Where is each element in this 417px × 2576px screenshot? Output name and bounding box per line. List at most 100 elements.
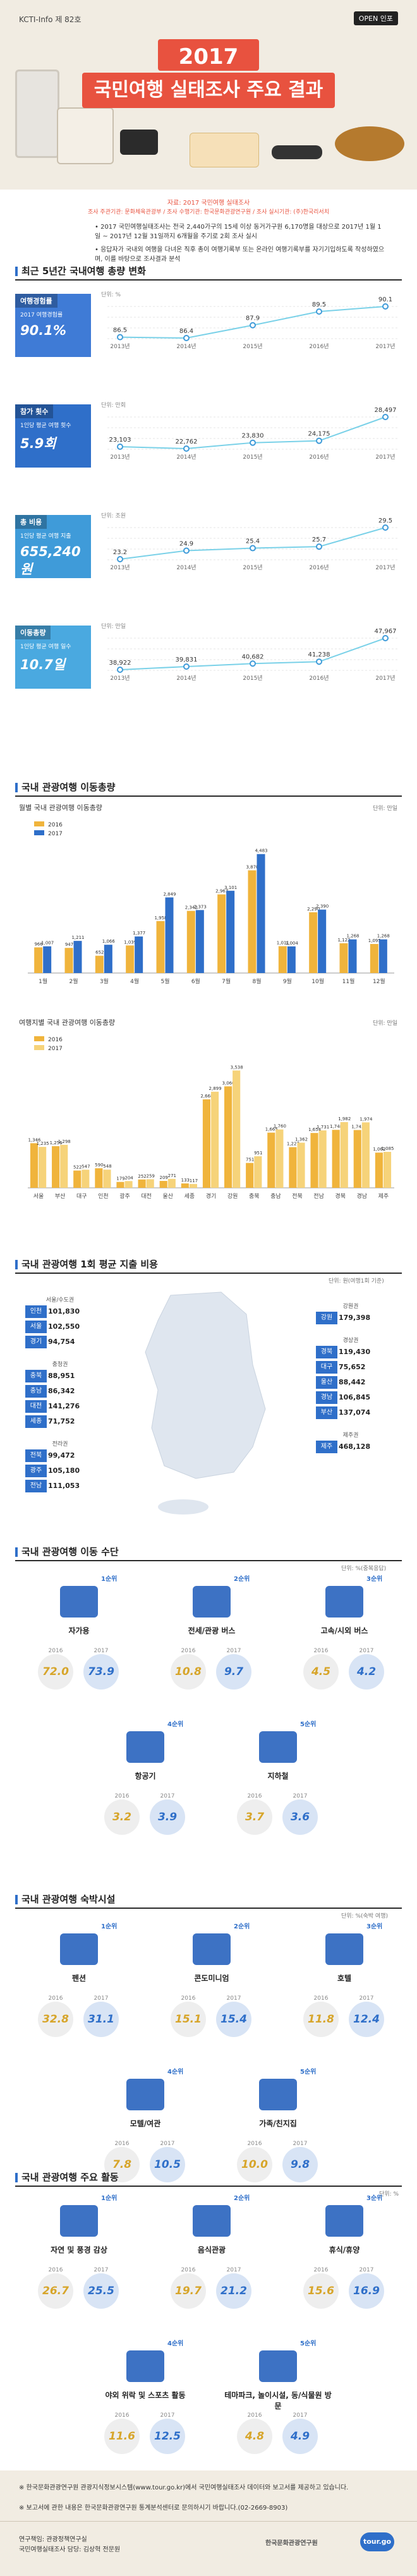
ranked-card: 5순위 가족/친지집 2016 2017 10.0 9.8 xyxy=(224,2066,332,2205)
bar xyxy=(156,921,165,973)
ghost-2017 xyxy=(349,2002,384,2037)
section4-title: 국내 관광여행 이동 수단 xyxy=(15,1545,119,1558)
item-icon xyxy=(126,1731,164,1763)
ghost-2016 xyxy=(303,1654,339,1690)
category-label: 8월 xyxy=(252,977,261,985)
bar-value-label: 966 xyxy=(34,941,43,946)
region-label: 강원권 xyxy=(342,1303,359,1310)
bar xyxy=(165,897,174,973)
bar xyxy=(332,1130,340,1188)
item-icon xyxy=(60,1586,98,1618)
bar-value-label: 117 xyxy=(190,1178,198,1183)
year-2017: 2017 xyxy=(226,1995,241,2002)
value-2017: 73.9 xyxy=(88,1666,114,1678)
category-label: 경남 xyxy=(357,1192,368,1200)
bar xyxy=(103,1170,111,1188)
kpi-unit: 단위: % xyxy=(101,291,121,298)
region-value: 119,430 xyxy=(339,1348,371,1356)
year-2017: 2017 xyxy=(359,1648,374,1654)
bar-value-label: 271 xyxy=(168,1173,176,1178)
bar xyxy=(73,941,82,973)
kpi-year-label: 2014년 xyxy=(176,675,196,682)
year-2017: 2017 xyxy=(293,2141,308,2147)
category-label: 부산 xyxy=(55,1193,66,1200)
bar xyxy=(82,1170,90,1188)
year-2016: 2016 xyxy=(313,1995,329,2002)
kpi-point-label: 89.5 xyxy=(312,301,326,308)
rank-label: 3순위 xyxy=(366,2195,383,2202)
kpi-card: 참가 횟수 1인당 평균 여행 횟수 5.9회 xyxy=(15,404,91,468)
monthly-chart-title: 월별 국내 관광여행 이동총량 xyxy=(19,804,102,812)
kpi-point-label: 25.4 xyxy=(246,538,260,545)
ranked-card: 4순위 야외 위락 및 스포츠 활동 2016 2017 11.6 12.5 xyxy=(92,2338,199,2477)
value-2017: 4.9 xyxy=(290,2430,310,2443)
ghost-2016 xyxy=(171,2002,206,2037)
rank-label: 5순위 xyxy=(300,2340,317,2347)
item-name: 자연 및 풍경 감상 xyxy=(51,2246,107,2254)
legend-swatch xyxy=(34,830,44,835)
ghost-2017 xyxy=(282,2147,318,2182)
bar-value-label: 1,062 xyxy=(373,1147,385,1152)
category-label: 4월 xyxy=(130,977,139,985)
kpi-sub: 2017 여행경험률 xyxy=(20,312,63,318)
category-label: 대전 xyxy=(141,1193,152,1200)
item-name: 고속/시외 버스 xyxy=(320,1626,368,1635)
category-label: 광주 xyxy=(119,1192,130,1200)
bar-value-label: 4,483 xyxy=(255,849,267,854)
year-2017: 2017 xyxy=(293,1793,308,1799)
value-2017: 12.4 xyxy=(353,2013,380,2026)
bar xyxy=(278,946,287,973)
kpi-label: 참가 횟수 xyxy=(15,404,54,418)
year-2017: 2017 xyxy=(226,1648,241,1654)
year-box xyxy=(158,39,259,71)
region-value: 468,128 xyxy=(339,1442,371,1451)
kpi-point xyxy=(250,322,256,329)
kpi-point-label: 90.1 xyxy=(378,296,392,303)
item-icon xyxy=(193,1933,231,1965)
region-value: 86,342 xyxy=(48,1387,75,1395)
kpi-sub: 1인당 평균 여행 지출 xyxy=(20,533,71,540)
bar xyxy=(310,1133,318,1188)
kpi-year-label: 2016년 xyxy=(309,343,329,350)
bar-value-label: 1,760 xyxy=(274,1124,286,1129)
korea-map xyxy=(145,1291,266,1515)
kpi-year-label: 2015년 xyxy=(243,675,262,682)
bar-value-label: 259 xyxy=(147,1173,155,1178)
item-name: 펜션 xyxy=(71,1974,87,1983)
footer-note-1: ※ 한국문화관광연구원 관광지식정보시스템(www.tour.go.kr)에서 … xyxy=(19,2484,349,2491)
region-value: 94,754 xyxy=(48,1338,75,1346)
ranked-card: 5순위 테마파크, 놀이시설, 동/식물원 방문 2016 2017 4.8 4.9 xyxy=(224,2338,332,2477)
bar xyxy=(246,1163,254,1188)
item-name: 모텔/여관 xyxy=(130,2119,161,2128)
item-icon xyxy=(325,1586,363,1618)
kpi-point-label: 28,497 xyxy=(375,407,397,414)
bar xyxy=(370,944,378,973)
value-2017: 3.6 xyxy=(290,1811,310,1823)
value-2017: 4.2 xyxy=(356,1666,377,1678)
kpi-point xyxy=(316,437,322,444)
hat-icon xyxy=(335,126,404,161)
category-label: 12월 xyxy=(373,977,385,985)
category-label: 울산 xyxy=(162,1193,173,1200)
bar-value-label: 2,899 xyxy=(209,1086,222,1091)
category-label: 인천 xyxy=(98,1193,109,1200)
year-2017: 2017 xyxy=(160,1793,175,1799)
region-label: 전라권 xyxy=(52,1441,68,1448)
bar-value-label: 1,298 xyxy=(58,1139,71,1144)
region-value: 106,845 xyxy=(339,1393,371,1401)
region-value: 99,472 xyxy=(48,1451,75,1460)
bar-value-label: 1,362 xyxy=(295,1137,308,1142)
bar-value-label: 2,668 xyxy=(200,1094,213,1099)
category-label: 경북 xyxy=(335,1192,346,1200)
bar-value-label: 1,731 xyxy=(317,1125,329,1130)
item-name: 가족/친지집 xyxy=(259,2119,297,2128)
bar xyxy=(340,1122,348,1188)
item-icon xyxy=(325,1933,363,1965)
bar xyxy=(226,890,235,973)
year-2016: 2016 xyxy=(114,2141,130,2147)
region-name: 전남 xyxy=(25,1480,47,1492)
bar xyxy=(167,1178,176,1188)
tour-logo: tour.go xyxy=(360,2532,394,2551)
bar-value-label: 179 xyxy=(116,1176,124,1182)
